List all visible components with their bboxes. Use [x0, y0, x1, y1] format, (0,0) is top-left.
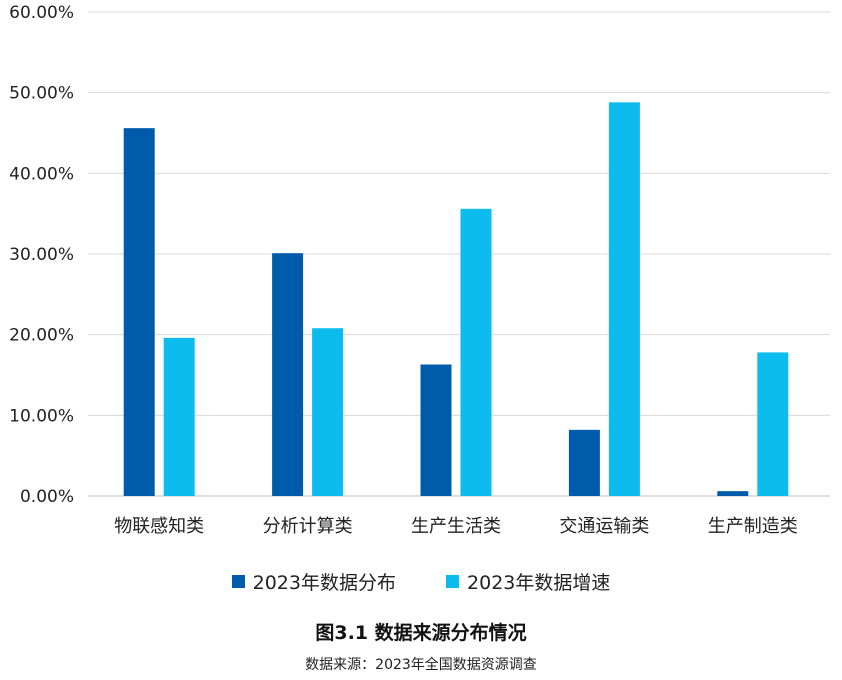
figure-caption: 图3.1 数据来源分布情况 [315, 622, 527, 644]
y-tick-label: 50.00% [9, 84, 74, 104]
x-tick-label: 物联感知类 [114, 516, 204, 537]
bar-growth [757, 352, 789, 496]
y-tick-label: 20.00% [9, 326, 74, 346]
bar-distribution [717, 491, 749, 496]
bar-growth [163, 337, 195, 496]
bar-growth [460, 208, 492, 496]
bar-distribution [272, 253, 304, 496]
y-tick-label: 10.00% [9, 406, 74, 426]
legend-item-growth: 2023年数据增速 [446, 568, 610, 595]
legend-swatch-distribution [231, 575, 245, 588]
y-tick-label: 30.00% [9, 245, 74, 265]
bar-distribution [568, 429, 600, 496]
bar-growth [312, 328, 344, 496]
bar-chart: 0.00% 10.00% 20.00% 30.00% 40.00% 50.00% 60.00… [9, 3, 830, 537]
chart-legend: 2023年数据分布 2023年数据增速 [0, 568, 842, 595]
legend-swatch-growth [446, 575, 460, 588]
source-note: 数据来源：2023年全国数据资源调查 [305, 657, 537, 673]
bar-growth [608, 102, 640, 496]
bar-distribution [420, 364, 452, 496]
y-tick-label: 40.00% [9, 164, 74, 184]
legend-item-distribution: 2023年数据分布 [231, 568, 396, 595]
legend-label-growth: 2023年数据增速 [467, 572, 611, 594]
x-tick-label: 交通运输类 [559, 516, 649, 537]
x-tick-label: 生产制造类 [708, 516, 798, 537]
y-tick-label: 0.00% [20, 487, 74, 507]
y-tick-label: 60.00% [9, 3, 74, 23]
legend-label-distribution: 2023年数据分布 [252, 572, 396, 594]
bar-distribution [123, 128, 155, 496]
x-tick-label: 分析计算类 [263, 516, 353, 537]
x-tick-label: 生产生活类 [411, 516, 501, 537]
